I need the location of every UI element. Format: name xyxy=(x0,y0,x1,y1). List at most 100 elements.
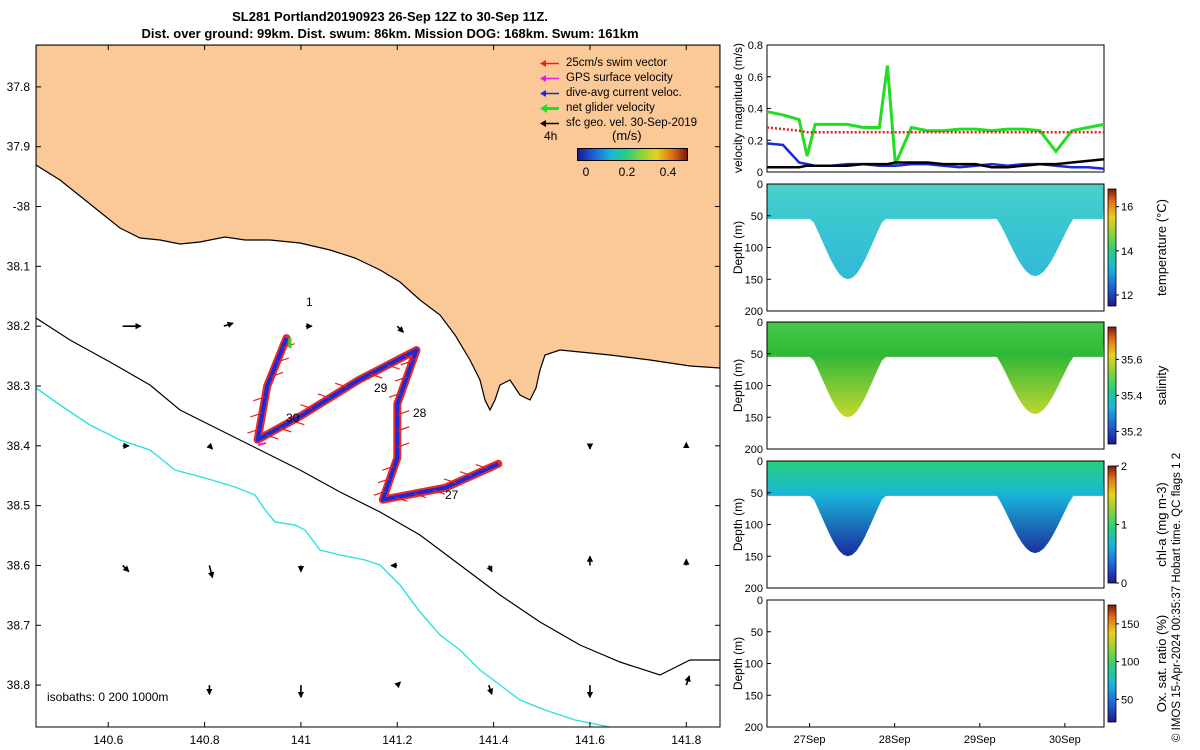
legend-label: net glider velocity xyxy=(566,102,655,114)
colorbar-tick-label: 100 xyxy=(1121,657,1139,669)
colorbar-tick-label: 35.2 xyxy=(1121,426,1142,438)
section-colorbar xyxy=(1107,326,1117,445)
swim-vector-arrow xyxy=(317,393,331,399)
swim-vector-arrow xyxy=(394,376,408,382)
map-y-tick-label: 38.4 xyxy=(7,439,31,453)
velocity-ylabel: velocity magnitude (m/s) xyxy=(731,43,745,173)
colorbar-tick-label: 2 xyxy=(1121,461,1127,473)
geostrophic-arrow xyxy=(223,321,234,328)
colorbar-tick-label: 0 xyxy=(1121,578,1127,590)
black-arrow-icon xyxy=(540,120,559,127)
section-y-tick-label: 100 xyxy=(745,520,763,532)
gps-surface-velocity-mark xyxy=(257,442,267,446)
swim-vector-arrow xyxy=(395,496,408,502)
map-x-tick-label: 141.4 xyxy=(479,733,509,747)
map-y-tick-label: 38.1 xyxy=(7,259,31,273)
legend-item-gps: GPS surface velocity xyxy=(540,71,720,86)
colorbar-tick: 0.2 xyxy=(618,165,636,179)
colorbar-tick-label: 35.4 xyxy=(1121,390,1142,402)
map-x-tick-label: 141.2 xyxy=(382,733,412,747)
swim-vector-arrow xyxy=(443,478,457,484)
section-y-tick-label: 0 xyxy=(757,456,763,468)
geostrophic-arrow xyxy=(486,565,493,573)
velocity-panel: 0 0.2 0.4 0.6 0.8 velocity magnitude (m/s) xyxy=(731,40,1105,179)
swim-vector-arrow xyxy=(247,428,260,434)
legend-label: 25cm/s swim vector xyxy=(566,57,667,69)
geostrophic-arrow xyxy=(684,675,691,686)
section-y-tick-label: 50 xyxy=(751,488,763,500)
colorbar-label: temperature (°C) xyxy=(1154,199,1169,296)
title-line-1: SL281 Portland20190923 26-Sep 12Z to 30-… xyxy=(232,9,548,24)
colorbar-tick-label: 16 xyxy=(1121,202,1133,214)
section-panel: 0 50 100 150 200 Depth (m) 35.2 35.4 35.6 salinit… xyxy=(731,317,1169,456)
section-y-tick-label: 200 xyxy=(745,444,763,456)
map-y-tick-label: 38.6 xyxy=(7,558,31,572)
section-x-tick-label: 27Sep xyxy=(794,734,826,746)
section-y-tick-label: 150 xyxy=(745,274,763,286)
colorbar-tick-label: 1 xyxy=(1121,520,1127,532)
section-x-tick-label: 28Sep xyxy=(879,734,911,746)
credit-text: © IMOS 15-Apr-2024 00:35:37 Hobart time.… xyxy=(1171,452,1183,742)
hours-label: 4h xyxy=(544,129,558,143)
map-y-tick-label: 38.5 xyxy=(7,499,31,513)
velocity-series-line xyxy=(766,126,1104,134)
swim-vector-arrow xyxy=(377,478,391,484)
swim-vector-arrow xyxy=(388,392,402,398)
section-field xyxy=(767,461,1104,557)
colorbar-tick: 0 xyxy=(582,165,590,179)
map-y-tick-label: 38.3 xyxy=(7,379,31,393)
swim-vector-arrow xyxy=(397,442,410,448)
velocity-y-tick-label: 0.4 xyxy=(748,104,763,116)
swim-vector-arrow xyxy=(373,490,386,496)
velocity-series-line xyxy=(766,65,1105,165)
swim-vector-arrow xyxy=(404,355,418,361)
blue-arrow-icon xyxy=(540,90,559,97)
swim-vector-arrow xyxy=(382,465,395,471)
legend-item-current: dive-avg current veloc. xyxy=(540,86,720,101)
legend-label: GPS surface velocity xyxy=(566,72,673,84)
green-arrow-icon xyxy=(540,104,559,113)
map-y-tick-label: -38 xyxy=(13,200,31,214)
map-x-tick-label: 141.8 xyxy=(671,733,701,747)
velocity-series-line xyxy=(767,158,1105,169)
section-y-tick-label: 150 xyxy=(745,551,763,563)
swim-vector-arrow xyxy=(475,463,489,470)
swim-vector-arrow xyxy=(370,373,383,379)
legend-item-geo: sfc geo. vel. 30-Sep-2019 xyxy=(540,116,720,131)
velocity-y-tick-label: 0.6 xyxy=(748,72,763,84)
swim-vector-arrow xyxy=(253,396,266,402)
title-line-2: Dist. over ground: 99km. Dist. swum: 86k… xyxy=(141,26,639,41)
section-y-tick-label: 200 xyxy=(745,306,763,318)
map-x-tick-label: 140.8 xyxy=(190,733,220,747)
swim-vector-arrow xyxy=(397,410,410,416)
swim-vector-arrow xyxy=(266,434,279,440)
map-y-tick-label: 37.8 xyxy=(7,80,31,94)
section-panel: 0 50 100 150 200 Depth (m) 12 14 16 temperature (… xyxy=(731,179,1169,318)
section-y-tick-label: 100 xyxy=(745,659,763,671)
section-y-tick-label: 100 xyxy=(745,381,763,393)
velocity-y-tick-label: 0.8 xyxy=(748,40,763,52)
section-ylabel: Depth (m) xyxy=(731,359,745,412)
colorbar-title: (m/s) xyxy=(612,128,642,143)
section-y-tick-label: 100 xyxy=(745,243,763,255)
swim-vector-arrow xyxy=(459,471,473,477)
glider-track xyxy=(255,337,500,502)
section-ylabel: Depth (m) xyxy=(731,637,745,690)
velocity-y-tick-label: 0.2 xyxy=(748,135,763,147)
section-ylabel: Depth (m) xyxy=(731,498,745,551)
day-label: 30 xyxy=(286,411,300,425)
day-label: 28 xyxy=(413,406,427,420)
section-y-tick-label: 0 xyxy=(757,317,763,329)
section-y-tick-label: 200 xyxy=(745,583,763,595)
map-x-ticks: 140.6 140.8 141 141.2 141.4 141.6 141.8 xyxy=(93,45,702,747)
map-y-ticks: 37.8 37.9 -38 38.1 38.2 38.3 38.4 38.5 38.6 38.7 3… xyxy=(7,80,720,692)
geostrophic-arrow xyxy=(122,564,130,573)
swim-vector-arrow xyxy=(250,412,263,418)
legend-label: sfc geo. vel. 30-Sep-2019 xyxy=(566,117,698,129)
swim-vector-arrow xyxy=(432,489,446,495)
legend-item-swim: 25cm/s swim vector xyxy=(540,56,720,71)
section-field xyxy=(767,184,1104,280)
isobath-1000m xyxy=(36,387,611,727)
section-y-tick-label: 50 xyxy=(751,627,763,639)
